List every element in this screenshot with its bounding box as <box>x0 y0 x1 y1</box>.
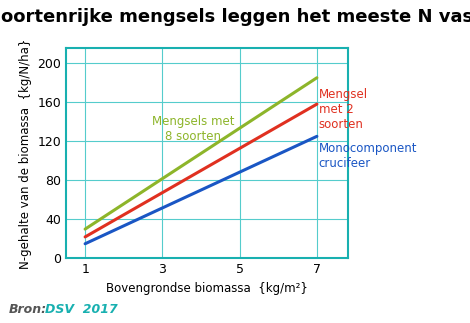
Text: Soortenrijke mengsels leggen het meeste N vast: Soortenrijke mengsels leggen het meeste … <box>0 8 470 26</box>
Text: Bron:: Bron: <box>8 303 47 316</box>
Text: Mengsels met
8 soorten: Mengsels met 8 soorten <box>152 115 235 143</box>
X-axis label: Bovengrondse biomassa  {kg/m²}: Bovengrondse biomassa {kg/m²} <box>106 282 308 295</box>
Y-axis label: N-gehalte van de biomassa  {kg/N/ha}: N-gehalte van de biomassa {kg/N/ha} <box>18 38 31 269</box>
Text: DSV  2017: DSV 2017 <box>45 303 118 316</box>
Text: Mengsel
met 2
soorten: Mengsel met 2 soorten <box>319 89 368 131</box>
Text: Monocomponent
crucifeer: Monocomponent crucifeer <box>319 142 417 170</box>
